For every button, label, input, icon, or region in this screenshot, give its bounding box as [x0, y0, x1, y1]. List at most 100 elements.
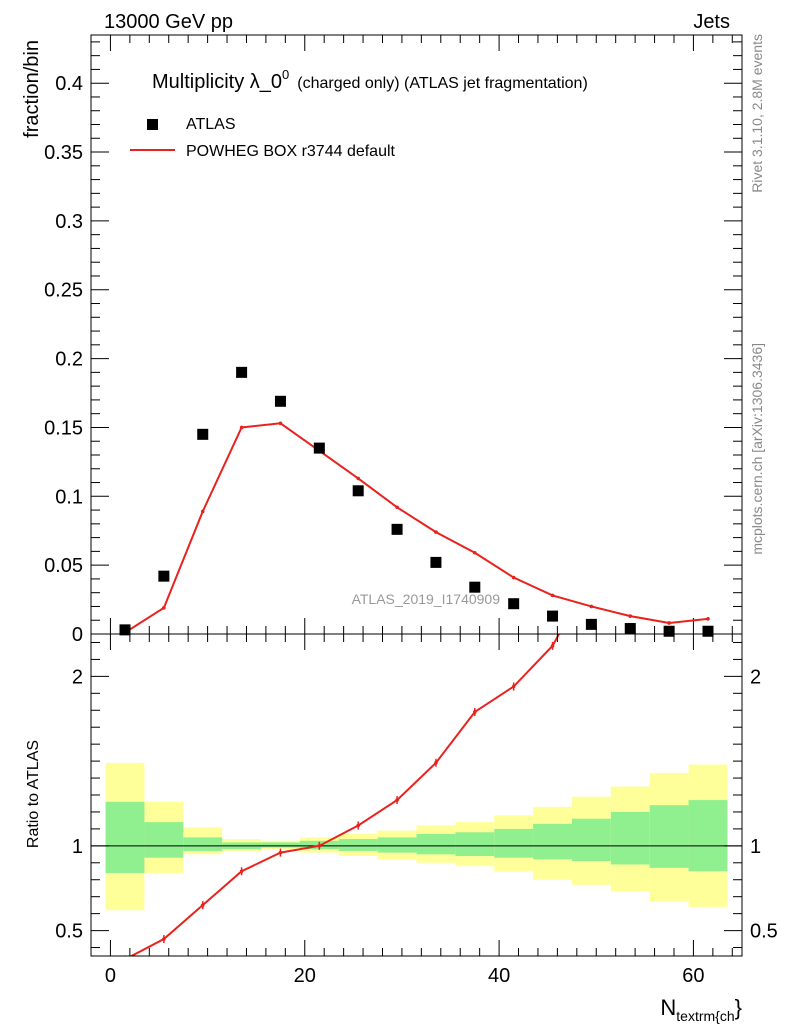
energy-label: 13000 GeV pp — [104, 11, 233, 33]
inner-band — [571, 818, 611, 862]
main-ytick-label: 0.2 — [55, 349, 83, 371]
powheg-point — [162, 606, 166, 610]
ratio-point — [123, 958, 127, 962]
atlas-point — [274, 395, 286, 407]
x-axis-label-close: } — [735, 995, 742, 1020]
ratio-ytick-label-right: 1 — [750, 836, 761, 858]
ratio-xtick-label: 20 — [294, 965, 316, 987]
atlas-point — [158, 570, 170, 582]
main-panel: 0 0.05 0.1 0.15 0.2 0.25 0.3 0.35 0.4 — [44, 34, 743, 646]
main-ytick-label: 0.05 — [44, 555, 83, 577]
ratio-ytick-label-left: 2 — [72, 666, 83, 688]
legend-label-atlas: ATLAS — [186, 116, 236, 133]
atlas-point — [430, 556, 442, 568]
uncertainty-bands — [105, 762, 728, 911]
inner-band — [105, 801, 145, 873]
analysis-label: ATLAS_2019_I1740909 — [352, 591, 501, 607]
inner-band — [649, 805, 689, 868]
ratio-series — [123, 81, 710, 962]
main-ytick-label: 0.35 — [44, 142, 83, 164]
inner-band — [416, 833, 456, 855]
ratio-point — [395, 798, 399, 802]
atlas-point — [702, 625, 714, 637]
ratio-point — [550, 644, 555, 648]
main-ytick-label: 0.25 — [44, 280, 83, 302]
atlas-point — [119, 624, 131, 636]
legend-marker-atlas — [147, 119, 158, 130]
main-ytick-label: 0.4 — [55, 73, 83, 95]
atlas-point — [197, 428, 209, 440]
inner-band — [494, 828, 534, 858]
atlas-point — [469, 581, 481, 593]
main-ytick-label: 0.1 — [55, 486, 83, 508]
powheg-point — [550, 593, 555, 598]
inner-band — [610, 811, 650, 865]
ratio-panel: 0.5 0.51 12 20 20 40 60 — [55, 81, 778, 987]
ratio-point — [628, 488, 632, 492]
powheg-point — [511, 575, 516, 580]
powheg-line — [124, 422, 709, 634]
ratio-ytick-label-right: 0.5 — [750, 921, 778, 943]
powheg-point — [395, 505, 399, 510]
plot-title-sup: 0 — [282, 67, 289, 82]
ratio-xtick-label: 60 — [682, 965, 704, 987]
ratio-line — [129, 634, 561, 956]
ratio-point — [200, 903, 205, 907]
inner-band — [377, 837, 417, 853]
atlas-series — [119, 366, 714, 637]
powheg-point — [434, 530, 438, 534]
atlas-point — [236, 366, 248, 378]
ratio-point — [472, 710, 477, 714]
inner-band — [455, 832, 495, 857]
atlas-point — [508, 598, 520, 610]
ratio-xtick-label: 0 — [105, 965, 116, 987]
powheg-point — [667, 621, 671, 625]
powheg-point — [278, 421, 283, 426]
atlas-point — [391, 523, 403, 535]
ratio-point — [317, 844, 322, 848]
main-ytick-label: 0 — [72, 624, 83, 646]
powheg-point — [356, 476, 361, 481]
powheg-point — [200, 509, 205, 514]
plot-title: Multiplicity λ_00 (charged only) (ATLAS j… — [152, 67, 588, 93]
ratio-point — [590, 573, 594, 577]
atlas-point — [624, 622, 636, 634]
powheg-point — [472, 550, 477, 555]
atlas-point — [547, 610, 559, 622]
ratio-ytick-label-right: 2 — [750, 666, 761, 688]
atlas-point — [585, 618, 597, 630]
ratio-point — [667, 336, 671, 340]
plot-title-suffix: (charged only) (ATLAS jet fragmentation) — [297, 75, 588, 92]
category-label: Jets — [693, 11, 730, 33]
powheg-point — [589, 604, 594, 609]
ratio-point — [434, 761, 438, 765]
ratio-point — [239, 869, 244, 874]
ratio-frame — [90, 633, 743, 957]
x-axis-label: Ntextrm{ch} — [660, 995, 742, 1024]
legend: ATLAS POWHEG BOX r3744 default — [130, 116, 396, 160]
mcplots-label: mcplots.cern.ch [arXiv:1306.3436] — [749, 343, 765, 555]
ratio-xtick-label: 40 — [488, 965, 510, 987]
main-ytick-label: 0.3 — [55, 211, 83, 233]
powheg-point — [706, 617, 710, 621]
main-ylabel: fraction/bin — [21, 40, 43, 138]
ratio-ylabel: Ratio to ATLAS — [25, 740, 42, 848]
ratio-point — [706, 81, 710, 85]
rivet-label: Rivet 3.1.10, 2.8M events — [749, 34, 765, 193]
powheg-point — [239, 425, 244, 430]
ratio-point — [278, 850, 283, 855]
powheg-point — [628, 614, 633, 618]
inner-band — [183, 837, 223, 851]
ratio-point — [356, 823, 361, 828]
main-ytick-label: 0.15 — [44, 417, 83, 439]
x-axis-label-sub: textrm{ch — [676, 1008, 734, 1024]
inner-band — [261, 842, 300, 848]
inner-band — [144, 822, 184, 858]
atlas-point — [313, 442, 325, 454]
x-axis-label-main: N — [660, 995, 676, 1020]
atlas-point — [663, 625, 675, 637]
plot-title-main: Multiplicity λ_0 — [152, 71, 282, 93]
inner-band — [338, 839, 378, 851]
atlas-point — [352, 485, 364, 497]
